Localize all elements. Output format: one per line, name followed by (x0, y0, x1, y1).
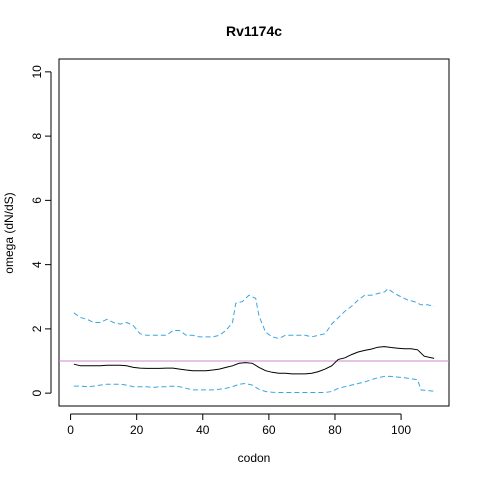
y-tick-label: 10 (30, 65, 44, 79)
y-axis-label: omega (dN/dS) (2, 192, 16, 273)
y-tick-label: 0 (30, 389, 44, 396)
y-tick-label: 4 (30, 261, 44, 268)
series-mean-line (73, 346, 435, 375)
x-tick-label: 40 (196, 423, 210, 437)
plot-frame (58, 58, 450, 407)
y-tick-label: 8 (30, 132, 44, 139)
x-tick-label: 0 (67, 423, 74, 437)
x-axis-label: codon (238, 451, 271, 465)
plot-layer: 0 20 40 60 80 100 0 2 4 6 8 10 (30, 58, 450, 437)
x-tick-label: 100 (391, 423, 411, 437)
series-upper-line (73, 288, 435, 340)
x-tick-label: 60 (262, 423, 276, 437)
y-tick-label: 6 (30, 197, 44, 204)
y-tick-label: 2 (30, 325, 44, 332)
x-tick-label: 20 (130, 423, 144, 437)
x-tick-label: 80 (328, 423, 342, 437)
series-lower-line (73, 375, 435, 393)
chart-title: Rv1174c (226, 23, 282, 39)
